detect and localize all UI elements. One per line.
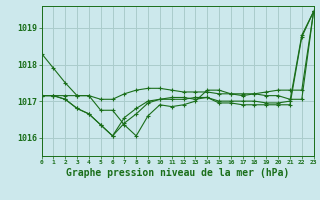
- X-axis label: Graphe pression niveau de la mer (hPa): Graphe pression niveau de la mer (hPa): [66, 168, 289, 178]
